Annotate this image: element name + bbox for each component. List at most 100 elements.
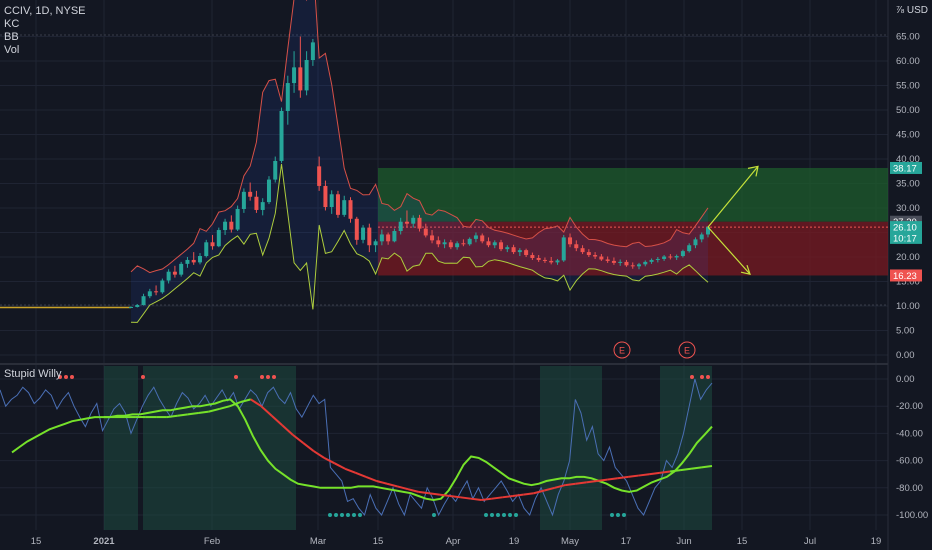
candle[interactable] (141, 293, 146, 306)
candle[interactable] (404, 210, 409, 228)
candle[interactable] (229, 215, 234, 233)
candle[interactable] (687, 243, 692, 253)
candle[interactable] (154, 285, 159, 296)
candle[interactable] (586, 249, 591, 257)
candle[interactable] (317, 156, 322, 191)
candle[interactable] (643, 260, 648, 267)
candle[interactable] (561, 234, 566, 262)
candle[interactable] (241, 188, 246, 213)
candle[interactable] (191, 252, 196, 265)
candle[interactable] (335, 190, 340, 218)
price-label-badge[interactable]: 26.10 (890, 221, 922, 234)
candle[interactable] (549, 257, 554, 265)
candle[interactable] (536, 255, 541, 262)
candle[interactable] (292, 51, 297, 93)
candle[interactable] (248, 182, 253, 201)
candle[interactable] (185, 257, 190, 268)
candle[interactable] (310, 38, 315, 66)
candle[interactable] (430, 230, 435, 244)
candle[interactable] (611, 257, 616, 265)
candle[interactable] (235, 205, 240, 232)
candle[interactable] (304, 51, 309, 96)
candle[interactable] (618, 259, 623, 266)
currency-label[interactable]: ⅞ USD (896, 5, 928, 16)
candle[interactable] (373, 239, 378, 253)
price-axis[interactable]: 65.00 60.00 55.00 50.00 45.00 40.00 35.00 30.00… (890, 32, 928, 522)
candle[interactable] (511, 244, 516, 255)
symbol-label[interactable]: CCIV, 1D, NYSE (4, 5, 86, 17)
candle[interactable] (674, 254, 679, 260)
candle[interactable] (285, 75, 290, 125)
candles[interactable] (0, 36, 710, 309)
candle[interactable] (637, 262, 642, 270)
candle[interactable] (423, 223, 428, 238)
price-label-badge[interactable]: 10:17 (890, 231, 922, 245)
candle[interactable] (361, 225, 366, 244)
candle[interactable] (223, 218, 228, 235)
candle[interactable] (492, 240, 497, 249)
candle[interactable] (160, 278, 165, 294)
candle[interactable] (166, 269, 171, 284)
candle[interactable] (348, 197, 353, 223)
candle[interactable] (580, 245, 585, 255)
candle[interactable] (473, 232, 478, 243)
candle[interactable] (649, 258, 654, 264)
candle[interactable] (555, 258, 560, 265)
candle[interactable] (542, 257, 547, 263)
candle[interactable] (630, 262, 635, 269)
candle[interactable] (467, 237, 472, 246)
candle[interactable] (448, 239, 453, 250)
candle[interactable] (386, 232, 391, 245)
candle[interactable] (179, 261, 184, 277)
candle[interactable] (354, 216, 359, 245)
candle[interactable] (392, 228, 397, 243)
price-label-badge[interactable]: 38.17 (890, 161, 922, 175)
indicator-kc[interactable]: KC (4, 18, 20, 30)
candle[interactable] (599, 254, 604, 261)
candle[interactable] (342, 195, 347, 217)
lower-pane-title[interactable]: Stupid Willy (4, 368, 62, 380)
candle[interactable] (216, 227, 221, 248)
candle[interactable] (367, 223, 372, 253)
candle[interactable] (129, 306, 133, 308)
candle[interactable] (480, 233, 485, 244)
candle[interactable] (568, 233, 573, 248)
candle[interactable] (605, 256, 610, 263)
candle[interactable] (379, 229, 384, 246)
candle[interactable] (417, 214, 422, 232)
candle[interactable] (461, 239, 466, 247)
indicator-vol[interactable]: Vol (4, 44, 20, 56)
candle[interactable] (442, 239, 447, 249)
candle[interactable] (135, 304, 140, 308)
candle[interactable] (574, 240, 579, 252)
candle[interactable] (524, 248, 529, 257)
candle[interactable] (298, 36, 303, 98)
candle[interactable] (680, 249, 685, 258)
candle[interactable] (505, 245, 510, 253)
candle[interactable] (662, 255, 667, 261)
candle[interactable] (668, 254, 673, 260)
candle[interactable] (436, 236, 441, 248)
candle[interactable] (147, 288, 152, 299)
earnings-event-marker[interactable]: E (678, 341, 696, 359)
candle[interactable] (329, 190, 334, 214)
price-label-badge[interactable]: 16.23 (890, 269, 922, 282)
candle[interactable] (499, 239, 504, 252)
candle[interactable] (411, 215, 416, 228)
candle[interactable] (455, 241, 460, 250)
candle[interactable] (197, 253, 202, 265)
candle[interactable] (323, 180, 328, 211)
candle[interactable] (655, 257, 660, 263)
earnings-event-marker[interactable]: E (613, 341, 631, 359)
candle[interactable] (699, 232, 704, 243)
candle[interactable] (530, 252, 535, 260)
candle[interactable] (210, 234, 215, 250)
candle[interactable] (260, 198, 265, 216)
indicator-bb[interactable]: BB (4, 31, 19, 43)
time-axis[interactable]: 15 2021 Feb Mar 15 Apr 19 May 17 Jun 15 Jul 19 (31, 536, 882, 547)
candle[interactable] (254, 190, 259, 213)
candle[interactable] (486, 237, 491, 248)
candle[interactable] (517, 248, 522, 257)
candle[interactable] (279, 107, 284, 163)
